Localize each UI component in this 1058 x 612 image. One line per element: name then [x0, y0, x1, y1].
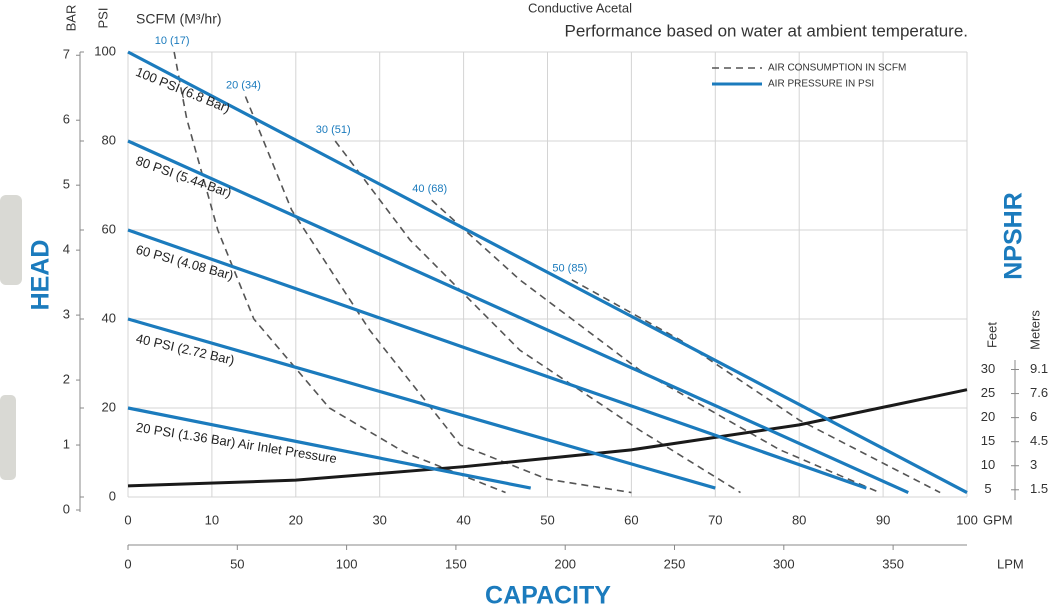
x-tick-label: 100: [956, 512, 978, 527]
pump-image-fragment: [0, 395, 16, 480]
bar-unit: BAR: [63, 5, 78, 32]
air-consumption-line: [334, 140, 741, 494]
air-consumption-label: 30 (51): [316, 124, 351, 136]
y2-meter-tick-label: 3: [1030, 457, 1037, 472]
bar-tick-label: 7: [63, 47, 70, 62]
bar-tick-label: 3: [63, 307, 70, 322]
y2-tick-label: 20: [981, 409, 995, 424]
bar-tick-label: 0: [63, 501, 70, 516]
x2-tick-label: 0: [124, 556, 131, 571]
y2-meter-tick-label: 1.5: [1030, 481, 1048, 496]
x-tick-label: 0: [124, 512, 131, 527]
y2-tick-label: 25: [981, 385, 995, 400]
x2-tick-label: 200: [554, 556, 576, 571]
x-tick-label: 60: [624, 512, 638, 527]
air-pressure-line: [127, 228, 867, 490]
bar-tick-label: 1: [63, 436, 70, 451]
x-tick-label: 90: [876, 512, 890, 527]
chart-title: Conductive Acetal: [528, 0, 632, 15]
y-tick-label: 0: [109, 488, 116, 503]
y2-unit: Feet: [984, 322, 999, 348]
x-tick-label: 30: [372, 512, 386, 527]
x-tick-label: 50: [540, 512, 554, 527]
y2-meter-tick-label: 7.6: [1030, 385, 1048, 400]
x2-tick-label: 100: [336, 556, 358, 571]
air-consumption-label: 40 (68): [412, 183, 447, 195]
bar-tick-label: 2: [63, 372, 70, 387]
bar-tick-label: 6: [63, 112, 70, 127]
pump-image-fragment: [0, 195, 22, 285]
y-tick-label: 40: [102, 310, 116, 325]
legend-label: AIR PRESSURE IN PSI: [768, 79, 874, 90]
y2-tick-label: 30: [981, 361, 995, 376]
air-consumption-label: 20 (34): [226, 79, 261, 91]
y2-tick-label: 15: [981, 433, 995, 448]
x2-tick-label: 250: [664, 556, 686, 571]
x2-tick-label: 150: [445, 556, 467, 571]
air-pressure-line: [127, 406, 532, 490]
x-unit: GPM: [983, 512, 1013, 527]
y-tick-label: 60: [102, 221, 116, 236]
x-tick-label: 70: [708, 512, 722, 527]
chart-subtitle: Performance based on water at ambient te…: [565, 21, 969, 40]
y2-tick-label: 5: [984, 481, 991, 496]
y-tick-label: 20: [102, 399, 116, 414]
y2-meter-tick-label: 4.5: [1030, 433, 1048, 448]
scfm-header: SCFM (M³/hr): [136, 11, 222, 27]
air-consumption-line: [244, 96, 632, 494]
y2-axis-label: NPSHR: [1000, 192, 1028, 280]
air-consumption-line: [173, 51, 506, 494]
air-consumption-label: 50 (85): [552, 263, 587, 275]
y2-meter-unit: Meters: [1027, 310, 1042, 350]
air-pressure-line: [127, 139, 909, 495]
x2-tick-label: 350: [882, 556, 904, 571]
x-tick-label: 40: [456, 512, 470, 527]
bar-tick-label: 5: [63, 177, 70, 192]
x-axis-label: CAPACITY: [485, 582, 611, 610]
air-pressure-line: [127, 50, 968, 494]
y2-meter-tick-label: 9.1: [1030, 361, 1048, 376]
x2-tick-label: 50: [230, 556, 244, 571]
x2-tick-label: 300: [773, 556, 795, 571]
psi-unit: PSI: [95, 8, 110, 29]
y2-meter-tick-label: 6: [1030, 409, 1037, 424]
x-tick-label: 80: [792, 512, 806, 527]
air-pressure-line: [127, 317, 716, 490]
air-pressure-label: 100 PSI (6.8 Bar): [134, 64, 233, 116]
y2-tick-label: 10: [981, 457, 995, 472]
x2-unit: LPM: [997, 556, 1024, 571]
air-pressure-label: 80 PSI (5.44 Bar): [134, 153, 234, 201]
y-axis-label: HEAD: [27, 240, 55, 311]
x-tick-label: 10: [205, 512, 219, 527]
bar-tick-label: 4: [63, 242, 70, 257]
y-tick-label: 100: [94, 43, 116, 58]
air-consumption-line: [571, 279, 941, 494]
air-consumption-label: 10 (17): [155, 35, 190, 47]
legend-label: AIR CONSUMPTION IN SCFM: [768, 63, 906, 74]
x-tick-label: 20: [289, 512, 303, 527]
y-tick-label: 80: [102, 132, 116, 147]
